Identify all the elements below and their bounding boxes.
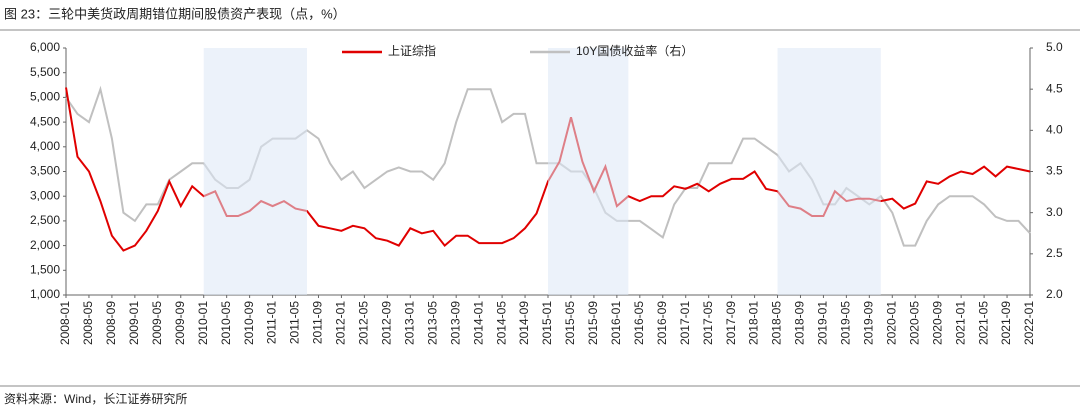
x-tick-label: 2011-01 (265, 301, 279, 344)
x-tick-label: 2008-05 (81, 301, 95, 345)
x-tick-label: 2008-09 (104, 301, 118, 345)
x-tick-label: 2008-01 (58, 301, 72, 345)
shaded-period (777, 48, 881, 295)
x-tick-label: 2014-05 (494, 301, 508, 345)
x-tick-label: 2016-09 (655, 301, 669, 345)
x-tick-label: 2012-05 (357, 301, 371, 345)
x-tick-label: 2016-01 (609, 301, 623, 345)
x-tick-label: 2021-09 (999, 301, 1013, 345)
y2-tick-label: 3.0 (1046, 205, 1063, 219)
y-tick-label: 2,000 (30, 238, 60, 252)
x-tick-label: 2009-05 (150, 301, 164, 345)
shaded-period (203, 48, 307, 295)
x-tick-label: 2012-09 (380, 301, 394, 345)
x-tick-label: 2020-09 (930, 301, 944, 345)
x-tick-label: 2011-09 (311, 301, 325, 344)
x-tick-label: 2021-05 (976, 301, 990, 345)
x-tick-label: 2017-05 (701, 301, 715, 345)
x-tick-label: 2018-05 (770, 301, 784, 345)
x-tick-label: 2013-05 (425, 301, 439, 345)
y2-tick-label: 4.5 (1046, 81, 1063, 95)
x-tick-label: 2020-01 (884, 301, 898, 345)
x-tick-label: 2021-01 (953, 301, 967, 345)
y-tick-label: 5,000 (30, 90, 60, 104)
y-tick-label: 6,000 (30, 40, 60, 54)
x-tick-label: 2022-01 (1022, 301, 1036, 345)
legend-label: 上证综指 (388, 43, 436, 58)
x-tick-label: 2018-01 (747, 301, 761, 345)
x-tick-label: 2015-09 (586, 301, 600, 345)
y2-tick-label: 2.5 (1046, 246, 1063, 260)
x-tick-label: 2013-09 (448, 301, 462, 345)
x-tick-label: 2017-09 (724, 301, 738, 345)
shaded-period (548, 48, 629, 295)
chart-title: 图 23：三轮中美货政周期错位期间股债资产表现（点，%） (4, 6, 346, 21)
x-tick-label: 2012-01 (334, 301, 348, 345)
y2-tick-label: 3.5 (1046, 164, 1063, 178)
x-tick-label: 2009-01 (127, 301, 141, 345)
x-tick-label: 2010-05 (219, 301, 233, 345)
y-tick-label: 3,000 (30, 188, 60, 202)
y2-tick-label: 4.0 (1046, 123, 1063, 137)
source: 资料来源：Wind，长江证券研究所 (4, 391, 187, 406)
x-tick-label: 2018-09 (793, 301, 807, 345)
x-tick-label: 2011-05 (288, 301, 302, 344)
y-tick-label: 1,500 (30, 262, 60, 276)
x-tick-label: 2014-09 (517, 301, 531, 345)
y2-tick-label: 2.0 (1046, 287, 1063, 301)
y-tick-label: 3,500 (30, 164, 60, 178)
y-tick-label: 5,500 (30, 65, 60, 79)
y2-tick-label: 5.0 (1046, 40, 1063, 54)
y-tick-label: 4,500 (30, 114, 60, 128)
x-tick-label: 2020-05 (907, 301, 921, 345)
x-tick-label: 2019-09 (862, 301, 876, 345)
x-tick-label: 2009-09 (173, 301, 187, 345)
x-tick-label: 2010-09 (242, 301, 256, 345)
y-tick-label: 1,000 (30, 287, 60, 301)
x-tick-label: 2015-01 (540, 301, 554, 345)
x-tick-label: 2019-01 (816, 301, 830, 345)
x-tick-label: 2013-01 (402, 301, 416, 345)
y-tick-label: 2,500 (30, 213, 60, 227)
x-tick-label: 2015-05 (563, 301, 577, 345)
y-tick-label: 4,000 (30, 139, 60, 153)
legend-label: 10Y国债收益率（右） (576, 43, 693, 58)
x-tick-label: 2014-01 (471, 301, 485, 345)
x-tick-label: 2016-05 (632, 301, 646, 345)
x-tick-label: 2019-05 (839, 301, 853, 345)
x-tick-label: 2010-01 (196, 301, 210, 345)
x-tick-label: 2017-01 (678, 301, 692, 345)
